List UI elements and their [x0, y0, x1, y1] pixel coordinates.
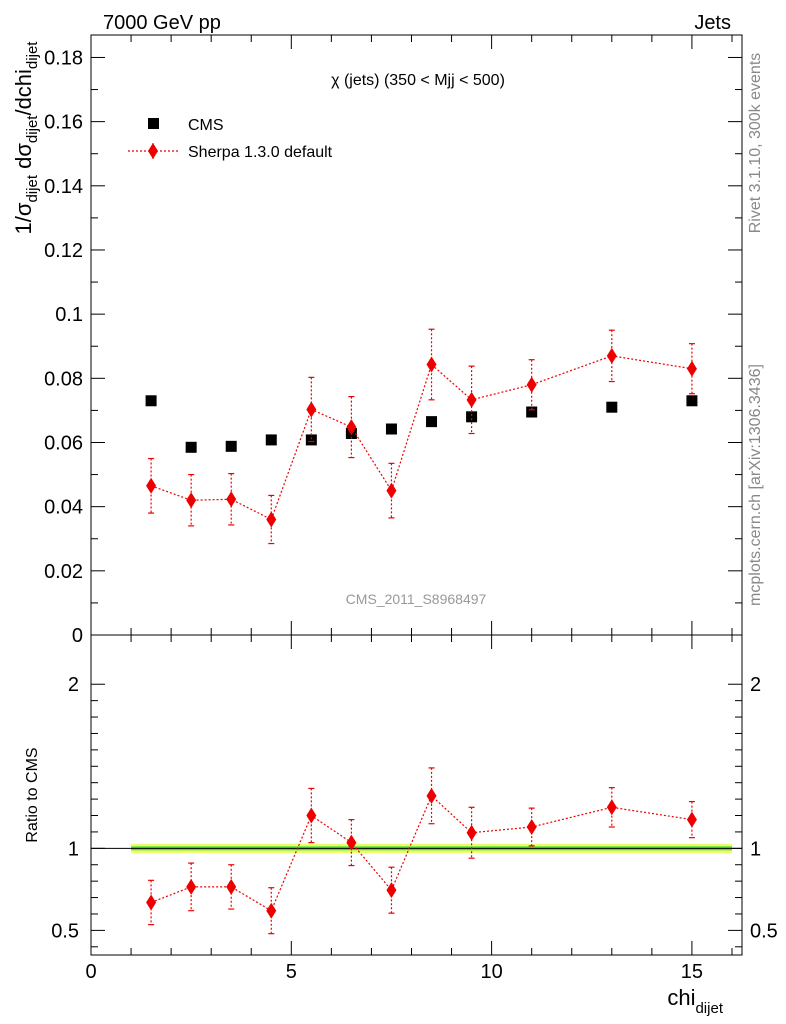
legend-cms-marker — [148, 118, 159, 129]
legend-sherpa-label: Sherpa 1.3.0 default — [188, 144, 333, 161]
cms-data-point — [385, 423, 397, 435]
sherpa-data-point — [186, 492, 197, 509]
ratio-panel: 0 5 10 15 0.5 0.5 1 1 2 2 — [51, 634, 778, 983]
ratio-frame — [90, 634, 743, 956]
cms-data-point — [305, 434, 317, 446]
sherpa-data-point — [266, 511, 277, 528]
x-tick-label: 0 — [85, 961, 96, 983]
ratio-line — [150, 794, 693, 912]
sherpa-data-point — [226, 491, 237, 508]
chart-title: χ (jets) (350 < Mjj < 500) — [331, 72, 505, 89]
cms-data-point — [466, 411, 478, 423]
rivet-version-label: Rivet 3.1.10, 300k events — [747, 53, 764, 234]
y-tick-label: 0.12 — [44, 240, 83, 262]
ratio-data-point — [426, 787, 437, 804]
ratio-data-point — [386, 882, 397, 899]
energy-label: 7000 GeV pp — [103, 12, 221, 34]
ratio-data-point — [146, 894, 157, 911]
y-tick-label: 0.14 — [44, 176, 83, 198]
legend-cms-label: CMS — [188, 117, 224, 134]
sherpa-data-point — [426, 356, 437, 373]
source-label: mcplots.cern.ch [arXiv:1306.3436] — [747, 364, 764, 606]
x-tick-label: 10 — [480, 961, 502, 983]
ratio-data-point — [226, 878, 237, 895]
sherpa-line — [150, 355, 693, 521]
y-tick-label: 0.16 — [44, 112, 83, 134]
y-tick-label: 0.1 — [55, 304, 83, 326]
legend-sherpa-marker — [148, 143, 158, 159]
ratio-y-tick-label-right: 2 — [750, 674, 761, 696]
legend: CMS Sherpa 1.3.0 default — [128, 117, 333, 161]
y-tick-label: 0.06 — [44, 432, 83, 454]
cms-data-point — [145, 395, 157, 407]
sherpa-data-point — [306, 401, 317, 418]
cms-data-point — [185, 441, 197, 453]
y-tick-label: 0.04 — [44, 497, 83, 519]
sherpa-data-point — [346, 419, 357, 436]
top-panel: 0 0.02 0.04 0.06 0.08 0.1 0.12 0.14 0.16 0.18 — [44, 34, 743, 647]
cms-data-point — [526, 406, 538, 418]
sherpa-data-point — [466, 391, 477, 408]
ratio-y-tick-label-right: 0.5 — [750, 920, 778, 942]
sherpa-data-point — [526, 376, 537, 393]
y-tick-label: 0.18 — [44, 47, 83, 69]
ratio-y-axis-label: Ratio to CMS — [24, 747, 41, 842]
cms-data-point — [686, 395, 698, 407]
sherpa-data-point — [686, 360, 697, 377]
ratio-y-tick-label-right: 1 — [750, 838, 761, 860]
x-axis-label: chidijet — [667, 985, 723, 1017]
cms-data-point — [426, 416, 438, 428]
y-tick-label: 0 — [72, 625, 83, 647]
ratio-data-point — [466, 824, 477, 841]
ratio-data-point — [686, 811, 697, 828]
ratio-y-tick-label: 0.5 — [51, 920, 79, 942]
y-tick-label: 0.02 — [44, 561, 83, 583]
sherpa-data-point — [386, 482, 397, 499]
ratio-data-point — [346, 834, 357, 851]
cms-data-point — [225, 440, 237, 452]
sherpa-data-point — [146, 477, 157, 494]
cms-data-point — [265, 434, 277, 446]
ratio-data-point — [526, 819, 537, 835]
ratio-data-point — [606, 799, 617, 816]
cms-data-point — [606, 401, 618, 413]
ratio-data-point — [186, 878, 197, 895]
ratio-data-point — [306, 807, 317, 824]
ratio-data-point — [266, 902, 277, 919]
ratio-y-tick-label: 2 — [68, 674, 79, 696]
sherpa-data-point — [606, 347, 617, 364]
category-label: Jets — [694, 12, 731, 34]
x-tick-label: 5 — [286, 961, 297, 983]
y-tick-label: 0.08 — [44, 368, 83, 390]
top-y-axis-label: 1/σdijet dσdijet/dchidijet — [11, 41, 41, 235]
ratio-y-tick-label: 1 — [68, 838, 79, 860]
watermark-label: CMS_2011_S8968497 — [346, 591, 487, 607]
x-tick-label: 15 — [681, 961, 703, 983]
